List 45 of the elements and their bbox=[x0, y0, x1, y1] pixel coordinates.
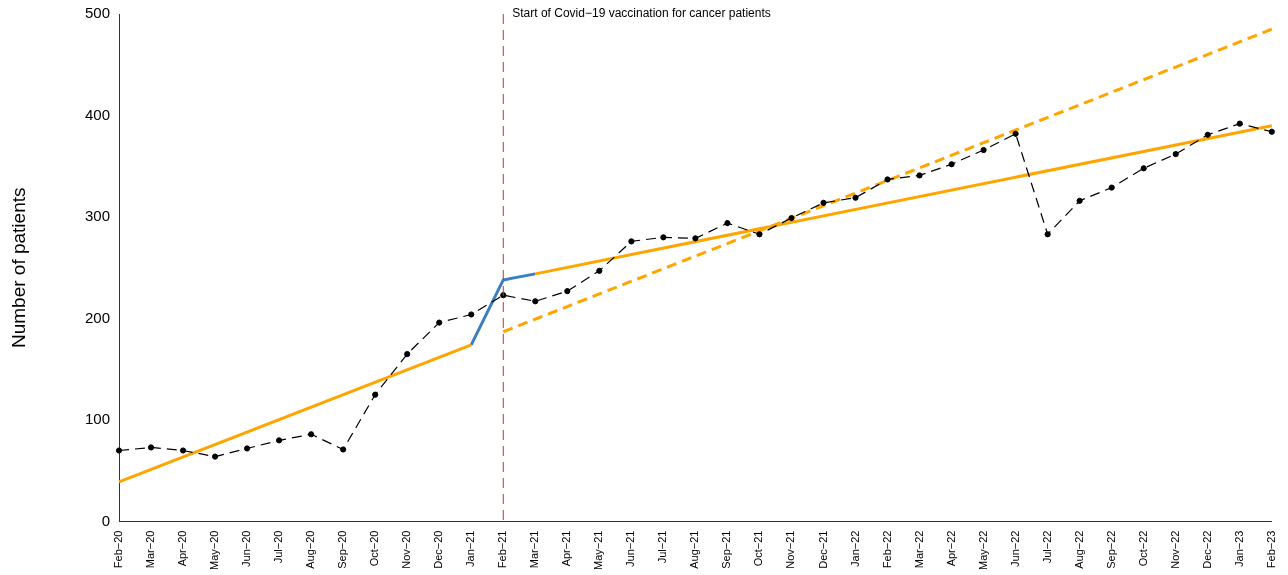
x-tick-label: Sep−22 bbox=[1104, 530, 1117, 569]
x-tick-label: Mar−21 bbox=[528, 530, 541, 569]
x-tick-label: Sep−21 bbox=[720, 530, 733, 569]
x-tick-label: Nov−21 bbox=[784, 530, 797, 569]
x-tick-label: Nov−20 bbox=[400, 530, 413, 569]
x-tick-label: Jan−21 bbox=[464, 530, 477, 567]
x-tick-label: Feb−22 bbox=[880, 530, 893, 569]
x-tick-label: Dec−21 bbox=[816, 530, 829, 569]
x-tick-label: Apr−22 bbox=[944, 530, 957, 567]
x-tick-label: Jun−21 bbox=[624, 530, 637, 567]
x-tick-label: Jul−22 bbox=[1040, 530, 1053, 564]
ref-line-label: Start of Covid−19 vaccination for cancer patients bbox=[512, 6, 771, 21]
x-tick-label: Feb−21 bbox=[496, 530, 509, 569]
x-tick-label: Jun−22 bbox=[1008, 530, 1021, 567]
x-tick-label: Jul−20 bbox=[272, 530, 285, 564]
y-tick-label: 100 bbox=[84, 410, 110, 428]
x-tick-label: Sep−20 bbox=[336, 530, 349, 569]
x-tick-label: May−20 bbox=[208, 530, 221, 571]
x-tick-label: Dec−22 bbox=[1200, 530, 1213, 569]
x-tick-label: Aug−22 bbox=[1072, 530, 1085, 569]
x-tick-label: Oct−21 bbox=[752, 530, 765, 567]
x-tick-label: Aug−20 bbox=[304, 530, 317, 569]
y-tick-label: 0 bbox=[101, 511, 110, 529]
x-tick-label: Aug−21 bbox=[688, 530, 701, 569]
x-tick-label: Apr−21 bbox=[560, 530, 573, 567]
x-tick-label: Dec−20 bbox=[432, 530, 445, 569]
x-tick-label: Nov−22 bbox=[1168, 530, 1181, 569]
x-tick-label: Feb−23 bbox=[1264, 530, 1277, 569]
y-tick-label: 500 bbox=[84, 4, 110, 22]
y-tick-label: 400 bbox=[84, 105, 110, 123]
y-tick-label: 300 bbox=[84, 207, 110, 225]
x-tick-label: May−21 bbox=[592, 530, 605, 571]
y-axis-title: Number of patients bbox=[7, 187, 29, 349]
y-tick-label: 200 bbox=[84, 308, 110, 326]
x-tick-label: Mar−20 bbox=[144, 530, 157, 569]
x-tick-label: Feb−20 bbox=[112, 530, 125, 569]
x-tick-label: May−22 bbox=[976, 530, 989, 571]
x-tick-label: Jun−20 bbox=[240, 530, 253, 567]
x-tick-label: Mar−22 bbox=[912, 530, 925, 569]
x-tick-label: Jan−23 bbox=[1232, 530, 1245, 567]
x-tick-label: Apr−20 bbox=[176, 530, 189, 567]
x-tick-label: Jan−22 bbox=[848, 530, 861, 567]
x-tick-label: Oct−20 bbox=[368, 530, 381, 567]
x-tick-label: Oct−22 bbox=[1136, 530, 1149, 567]
x-tick-label: Jul−21 bbox=[656, 530, 669, 564]
